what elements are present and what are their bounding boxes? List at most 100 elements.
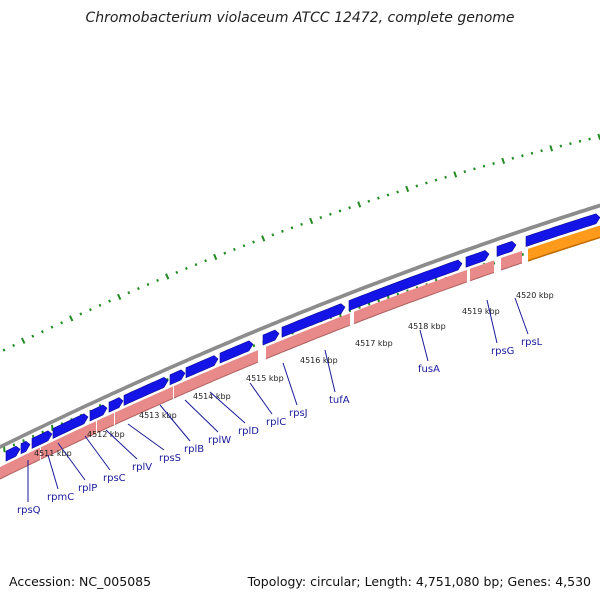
outer-tick <box>405 185 410 193</box>
reverse-track-edge <box>353 281 468 325</box>
outer-tick <box>549 145 554 152</box>
forward-gene-arrow[interactable] <box>281 303 346 338</box>
gene-label-fusA[interactable]: fusA <box>418 364 440 375</box>
forward-gene-arrow[interactable] <box>348 259 463 312</box>
forward-gene-arrow[interactable] <box>5 445 21 462</box>
outer-tick <box>329 212 332 216</box>
outer-tick <box>223 251 227 255</box>
outer-tick <box>511 156 515 160</box>
reverse-track-segment <box>115 386 173 425</box>
kbp-label: 4514 kbp <box>193 392 231 401</box>
outer-tick <box>453 171 458 178</box>
reverse-track-edge <box>114 397 174 425</box>
outer-tick <box>136 287 140 291</box>
outer-tick <box>242 244 246 248</box>
reverse-track-edge <box>173 361 259 399</box>
forward-gene-arrow[interactable] <box>219 340 254 364</box>
forward-gene-arrow[interactable] <box>89 404 108 422</box>
outer-tick <box>165 273 170 280</box>
forward-gene-arrow[interactable] <box>525 213 600 247</box>
outer-tick <box>281 229 284 233</box>
gene-leader-line <box>249 382 273 415</box>
outer-tick <box>473 167 476 171</box>
gene-leader-line <box>209 391 246 424</box>
forward-gene-arrow[interactable] <box>31 430 53 449</box>
outer-tick <box>319 216 323 220</box>
outer-tick <box>184 266 188 271</box>
gene-leader-line <box>159 404 191 442</box>
forward-gene-arrow[interactable] <box>108 397 124 413</box>
outer-tick <box>232 247 236 251</box>
reverse-track-segment <box>41 421 96 460</box>
outer-tick <box>377 196 380 200</box>
outer-tick <box>12 343 16 347</box>
outer-tick <box>31 334 35 338</box>
kbp-label: 4518 kbp <box>408 322 446 331</box>
gene-label-rpsG[interactable]: rpsG <box>491 346 514 357</box>
outer-tick <box>108 299 112 303</box>
gene-label-rplB[interactable]: rplB <box>184 444 204 455</box>
accession-text: Accession: NC_005085 <box>9 574 152 589</box>
gene-leader-line <box>486 299 498 344</box>
outer-tick <box>338 209 342 213</box>
inner-tick <box>51 424 54 431</box>
gene-label-rplD[interactable]: rplD <box>238 426 259 437</box>
forward-gene-arrow[interactable] <box>123 377 169 406</box>
outer-tick <box>300 222 303 226</box>
inner-tick <box>377 299 380 303</box>
outer-tick <box>127 291 131 295</box>
gene-leader-line <box>57 442 86 481</box>
gene-label-rplC[interactable]: rplC <box>266 417 286 428</box>
forward-gene-arrow[interactable] <box>185 355 219 379</box>
outer-tick <box>415 184 419 188</box>
forward-gene-arrow[interactable] <box>169 369 186 386</box>
forward-gene-arrow[interactable] <box>20 440 31 455</box>
outer-tick <box>20 337 26 344</box>
reverse-track-segment <box>470 260 494 281</box>
outer-tick <box>434 178 438 182</box>
outer-tick <box>530 151 534 155</box>
reverse-track-edge <box>0 459 41 480</box>
outer-tick <box>261 235 266 242</box>
outer-tick <box>309 217 314 225</box>
gene-label-tufA[interactable]: tufA <box>329 395 350 406</box>
gene-label-rplW[interactable]: rplW <box>208 435 231 446</box>
rrna-feature[interactable] <box>528 225 600 261</box>
gene-label-rpsC[interactable]: rpsC <box>103 473 126 484</box>
outer-tick <box>540 149 543 153</box>
kbp-label: 4515 kbp <box>246 374 284 383</box>
outer-tick <box>69 315 74 322</box>
forward-gene-arrow[interactable] <box>465 250 490 268</box>
gene-label-rpmC[interactable]: rpmC <box>47 492 74 503</box>
inner-tick <box>22 439 25 443</box>
gene-label-rpsJ[interactable]: rpsJ <box>289 408 308 419</box>
forward-gene-arrow[interactable] <box>496 240 517 257</box>
inner-tick <box>252 344 256 348</box>
kbp-label: 4512 kbp <box>87 430 125 439</box>
outer-tick <box>357 201 362 208</box>
gene-label-rpsQ[interactable]: rpsQ <box>17 505 41 516</box>
outer-tick <box>204 259 208 263</box>
outer-tick <box>2 348 6 352</box>
gene-label-rplV[interactable]: rplV <box>132 462 152 473</box>
reverse-track-edge <box>96 424 115 434</box>
kbp-label: 4511 kbp <box>34 449 72 458</box>
outer-tick <box>492 161 495 166</box>
gene-label-rplP[interactable]: rplP <box>78 483 97 494</box>
gene-leader-line <box>282 362 298 406</box>
gene-label-rpsS[interactable]: rpsS <box>159 453 181 464</box>
gene-leader-line <box>84 435 111 471</box>
gene-leader-line <box>419 329 429 362</box>
outer-tick <box>117 293 122 301</box>
inner-tick <box>521 252 524 256</box>
gene-leader-line <box>184 399 219 433</box>
forward-gene-arrow[interactable] <box>52 413 89 439</box>
forward-gene-arrow[interactable] <box>262 329 280 346</box>
reverse-track-segment <box>0 447 40 479</box>
gene-label-rpsL[interactable]: rpsL <box>521 337 543 348</box>
reverse-track-segment <box>354 269 467 324</box>
outer-tick <box>501 157 506 165</box>
topology-summary: Topology: circular; Length: 4,751,080 bp… <box>247 574 591 589</box>
